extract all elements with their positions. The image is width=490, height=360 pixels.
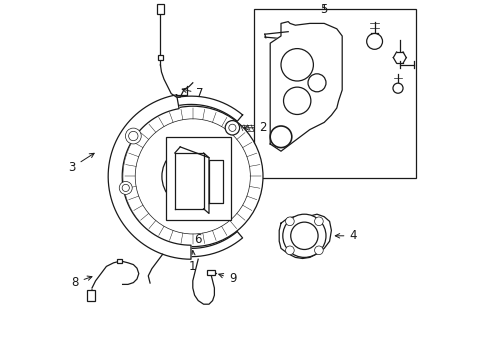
Circle shape	[122, 184, 129, 192]
Polygon shape	[279, 214, 331, 258]
Polygon shape	[175, 153, 204, 209]
Circle shape	[204, 163, 218, 178]
Circle shape	[174, 185, 189, 199]
Bar	[117, 259, 122, 263]
Circle shape	[281, 49, 314, 81]
Text: 5: 5	[320, 3, 328, 16]
Text: 7: 7	[182, 87, 204, 100]
Circle shape	[197, 185, 211, 199]
Circle shape	[135, 119, 250, 234]
Text: 4: 4	[335, 229, 357, 242]
Text: 9: 9	[219, 273, 236, 285]
Circle shape	[119, 181, 132, 194]
Circle shape	[291, 222, 318, 249]
Circle shape	[229, 124, 236, 131]
Polygon shape	[111, 96, 243, 257]
Bar	[166, 137, 231, 220]
Circle shape	[162, 145, 224, 207]
Circle shape	[393, 83, 403, 93]
Circle shape	[168, 163, 182, 178]
Circle shape	[315, 246, 323, 255]
Circle shape	[308, 74, 326, 92]
Bar	[87, 290, 95, 301]
Circle shape	[125, 128, 141, 144]
Polygon shape	[270, 22, 342, 151]
Circle shape	[270, 126, 292, 148]
Circle shape	[129, 131, 138, 141]
Polygon shape	[209, 160, 223, 203]
Circle shape	[286, 246, 294, 255]
Circle shape	[122, 106, 263, 247]
Bar	[157, 55, 163, 60]
Text: 8: 8	[72, 276, 92, 289]
Circle shape	[225, 121, 240, 135]
Circle shape	[367, 33, 383, 49]
Bar	[254, 9, 416, 178]
Circle shape	[286, 217, 294, 226]
Circle shape	[183, 167, 203, 186]
Circle shape	[284, 87, 311, 114]
Circle shape	[315, 217, 323, 226]
Text: 2: 2	[244, 121, 267, 134]
Polygon shape	[108, 95, 191, 259]
Text: 6: 6	[195, 224, 202, 246]
Bar	[207, 270, 215, 275]
Circle shape	[283, 214, 326, 257]
Text: 3: 3	[69, 153, 94, 174]
Bar	[157, 4, 164, 14]
Text: 1: 1	[189, 251, 196, 273]
Circle shape	[186, 150, 200, 165]
